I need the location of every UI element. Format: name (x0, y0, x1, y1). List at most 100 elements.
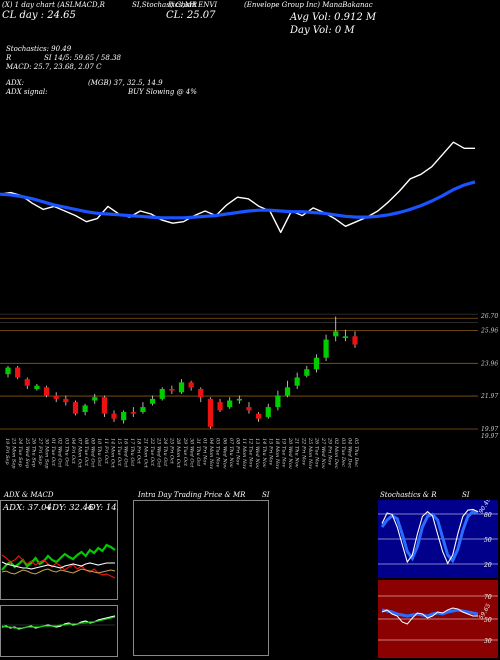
date-label: 02 Wed Oct (57, 438, 63, 468)
adx-signal-label: ADX signal: (6, 88, 48, 96)
date-label: 18 Mon Nov (274, 438, 280, 469)
date-label: 03 Tue Dec (340, 438, 346, 467)
candle-body (227, 400, 233, 408)
candle-body (34, 385, 40, 389)
macd-panel-frame (0, 605, 118, 657)
candle-body (207, 398, 214, 427)
intraday-title: Intra Day Trading Price & MR (138, 491, 246, 499)
candle-body (188, 382, 194, 388)
date-label: 23 Wed Oct (156, 437, 162, 468)
adx-line (1, 561, 115, 570)
date-axis: 19 Fri Sep 23 Mon Sep 24 Tue Sep 25 Wed Sep… (4, 437, 359, 469)
price-tick-label: 21.97 (480, 393, 498, 400)
candle-body (217, 402, 223, 411)
candle-body (246, 407, 252, 411)
date-label: 27 Wed Nov (320, 437, 326, 469)
rsi-smooth-line (381, 608, 479, 618)
rsi-tick-label: 70 (484, 594, 492, 601)
adx-signal-line (1, 568, 116, 575)
candle-body (333, 331, 339, 337)
date-label: 04 Fri Oct (70, 438, 76, 465)
date-label: 09 Wed Oct (90, 438, 96, 468)
stoch-title: Stochastics & R (380, 491, 437, 499)
price-tick-label: 19.97 (481, 433, 498, 440)
date-label: 14 Thu Nov (261, 438, 267, 468)
date-label: 05 Thu Dec (353, 438, 359, 467)
date-label: 08 Tue Oct (83, 438, 89, 467)
date-label: 29 Fri Nov (327, 437, 333, 465)
date-label: 10 Thu Oct (96, 438, 102, 467)
candle-body (43, 387, 50, 396)
date-label: 04 Wed Dec (346, 438, 352, 468)
adx-label: ADX: (6, 79, 25, 87)
candle-body (72, 402, 79, 414)
price-tick-label: 23.96 (480, 360, 498, 367)
rsi-tick-label: 50 (484, 617, 492, 624)
candle-body (256, 413, 262, 419)
date-label: 15 Fri Nov (267, 438, 273, 465)
date-label: 01 Tue Oct (50, 438, 56, 467)
date-label: 03 Thu Oct (63, 438, 69, 467)
date-label: 19 Fri Sep (4, 438, 10, 465)
date-label: 14 Mon Oct (109, 438, 115, 469)
header-cl: CL: 25.07 (166, 10, 216, 21)
price-ma-chart (0, 141, 476, 234)
r-prefix: R (6, 54, 12, 62)
candle-body (352, 336, 358, 345)
date-label: 01 Fri Nov (202, 438, 208, 465)
candle-body (169, 388, 175, 391)
candle-body (178, 382, 185, 393)
rsi-value: SI 14/5: 59.65 / 58.38 (44, 54, 121, 62)
date-label: 13 Wed Nov (254, 438, 260, 469)
date-label: 24 Thu Oct (162, 437, 168, 467)
stoch-d-line (380, 509, 479, 564)
adx-panel: ADX: 37.04 +DY: 32.46 -DY: 14.91 (0, 500, 118, 600)
header-indicators: SI,Stochastics,MR (132, 1, 198, 9)
candle-body (198, 388, 204, 398)
date-label: 19 Tue Nov (281, 438, 287, 467)
date-label: 11 Fri Oct (103, 438, 109, 465)
date-label: 12 Tue Nov (248, 438, 254, 467)
stoch-title-si: SI (462, 491, 470, 499)
header-company: (Envelope Group Inc) ManaBakanac (244, 1, 373, 9)
date-label: 16 Wed Oct (123, 438, 129, 468)
date-label: 24 Tue Sep (17, 437, 23, 467)
candle-body (159, 388, 165, 399)
date-label: 31 Thu Oct (195, 438, 201, 467)
date-label: 15 Tue Oct (116, 438, 122, 467)
candle-body (121, 412, 127, 421)
date-label: 08 Fri Nov (235, 438, 241, 465)
plus-dy-line (1, 543, 116, 571)
date-label: 07 Mon Oct (76, 438, 82, 469)
date-label: 21 Mon Oct (142, 437, 148, 469)
date-label: 21 Thu Nov (294, 437, 300, 468)
date-label: 20 Wed Nov (287, 437, 293, 469)
date-label: 11 Mon Nov (241, 438, 247, 469)
candle-body (265, 407, 271, 417)
rsi-tick-label: 30 (484, 638, 492, 645)
intraday-title-si: SI (262, 491, 270, 499)
minus-dy-line (1, 554, 116, 579)
date-label: 06 Wed Nov (221, 438, 227, 469)
macd-panel (0, 605, 118, 657)
date-label: 22 Tue Oct (149, 437, 155, 467)
stoch-tick-label: 80 (484, 512, 492, 519)
candle-body (92, 397, 98, 401)
date-label: 25 Mon Nov (307, 437, 313, 469)
candle-body (111, 413, 117, 419)
plus-dy-label: +DY: 32.46 (45, 503, 94, 513)
candle-body (284, 387, 291, 396)
date-label: 23 Mon Sep (11, 437, 17, 469)
candle-body (82, 405, 88, 413)
price-tick-label: 26.70 (480, 313, 498, 320)
date-label: 07 Thu Nov (228, 438, 234, 468)
candle-body (304, 369, 310, 376)
macd-value: MACD: 25.7, 23.68, 2.07 C (6, 63, 102, 71)
candle-body (24, 379, 30, 386)
minus-dy-label: -DY: 14.91 (86, 503, 118, 513)
stoch-tick-label: 50 (484, 537, 492, 544)
candle-body (323, 339, 329, 358)
date-label: 28 Mon Oct (175, 437, 181, 469)
